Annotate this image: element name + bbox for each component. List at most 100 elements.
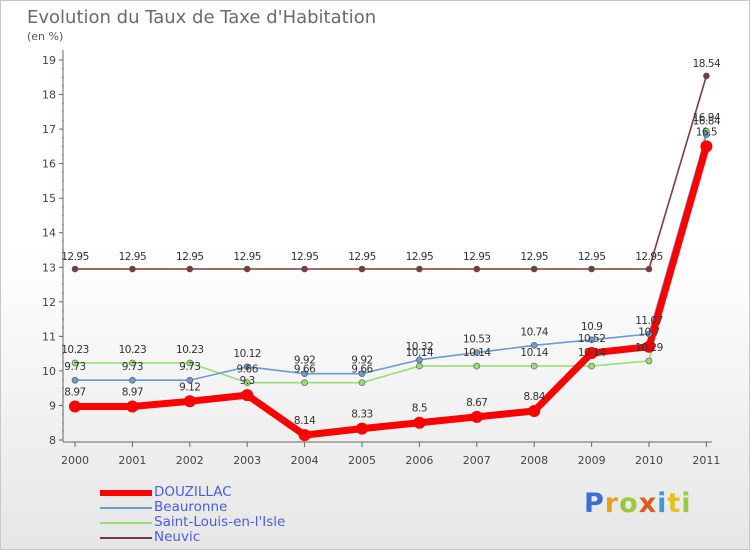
data-label: 9.66 xyxy=(237,364,259,376)
data-point xyxy=(243,363,251,371)
data-label: 12.95 xyxy=(635,251,663,263)
data-label: 10.14 xyxy=(520,347,548,359)
series-line-douzillac xyxy=(71,142,710,439)
data-point xyxy=(129,359,136,367)
data-point xyxy=(643,340,655,353)
data-point xyxy=(358,370,366,377)
y-minor-tick xyxy=(62,188,64,191)
data-point xyxy=(358,265,366,273)
data-point xyxy=(588,362,595,370)
data-label: 10.53 xyxy=(463,334,491,346)
x-tick-label: 2007 xyxy=(463,454,491,467)
legend-swatch-douzillac xyxy=(100,489,152,496)
series-line-beauronne xyxy=(74,133,708,382)
x-tick-label: 2009 xyxy=(578,454,606,467)
legend-swatch-beauronne xyxy=(100,506,152,509)
x-tick-label: 2003 xyxy=(233,454,261,467)
y-tick-label: 18 xyxy=(42,89,56,102)
y-minor-tick xyxy=(62,326,64,329)
legend-item-beauronne: Beauronne xyxy=(100,500,227,515)
data-point xyxy=(528,404,541,417)
data-label: 10.14 xyxy=(463,347,491,359)
y-tick-label: 14 xyxy=(42,227,56,240)
chart-subtitle: (en %) xyxy=(27,30,64,43)
data-label: 8.97 xyxy=(122,386,143,398)
data-point xyxy=(530,342,538,349)
x-tick-label: 2005 xyxy=(348,454,376,467)
y-minor-tick xyxy=(62,171,64,174)
y-tick-label: 9 xyxy=(49,399,56,412)
data-label: 10.14 xyxy=(406,347,434,359)
legend-item-saint-louis: Saint-Louis-en-l'Isle xyxy=(100,515,285,530)
logo-letter: o xyxy=(619,488,639,519)
data-label: 12.95 xyxy=(233,251,261,263)
y-tick-label: 16 xyxy=(42,158,56,171)
data-label: 8.67 xyxy=(466,397,487,409)
data-point xyxy=(186,265,194,273)
data-label: 10.74 xyxy=(520,326,548,338)
x-tick-label: 2008 xyxy=(520,454,548,467)
y-minor-tick xyxy=(62,421,64,424)
logo-letter: t xyxy=(667,488,682,519)
data-label: 9.73 xyxy=(64,361,85,373)
y-tick-label: 8 xyxy=(49,434,56,447)
x-tick-label: 2006 xyxy=(405,454,433,467)
series-line-saint-louis-en-l-isle xyxy=(74,130,708,384)
data-label: 12.95 xyxy=(406,251,434,263)
data-label: 10.23 xyxy=(119,344,147,356)
data-label: 8.33 xyxy=(351,409,372,421)
legend-label-douzillac: DOUZILLAC xyxy=(154,484,232,500)
y-minor-tick xyxy=(62,136,64,139)
y-minor-tick xyxy=(62,240,64,243)
data-point xyxy=(530,265,538,273)
y-minor-tick xyxy=(62,430,64,433)
data-point xyxy=(416,362,423,370)
data-point xyxy=(241,389,254,402)
data-point xyxy=(703,72,710,80)
data-label: 8.97 xyxy=(64,386,85,398)
y-minor-tick xyxy=(62,206,64,208)
data-point xyxy=(243,265,251,273)
data-label: 10.29 xyxy=(635,342,663,354)
x-tick-label: 2010 xyxy=(635,454,663,467)
legend-label-neuvic: Neuvic xyxy=(154,529,201,545)
data-point xyxy=(588,336,595,344)
data-label: 16.84 xyxy=(693,116,721,128)
chart-title: Evolution du Taux de Taxe d'Habitation xyxy=(27,7,377,28)
data-point xyxy=(416,265,423,273)
y-minor-tick xyxy=(62,344,64,346)
y-minor-tick xyxy=(62,378,64,381)
y-tick-label: 11 xyxy=(42,330,56,343)
data-point xyxy=(473,362,481,370)
data-label: 8.5 xyxy=(412,403,427,415)
data-label: 12.95 xyxy=(176,251,204,263)
data-point xyxy=(69,400,81,413)
legend-swatch-saint-louis xyxy=(100,521,152,524)
y-minor-tick xyxy=(62,67,64,70)
y-minor-tick xyxy=(62,309,64,312)
y-tick-label: 17 xyxy=(42,123,56,136)
data-label: 11.07 xyxy=(635,315,663,327)
data-label: 9.73 xyxy=(179,361,200,373)
x-tick-label: 2000 xyxy=(61,454,89,467)
data-point xyxy=(470,410,483,423)
data-point xyxy=(585,346,598,359)
y-minor-tick xyxy=(62,119,64,122)
data-label: 12.95 xyxy=(578,251,606,263)
data-label: 16.94 xyxy=(693,112,721,124)
x-tick-label: 2001 xyxy=(118,454,146,467)
y-minor-tick xyxy=(62,387,64,389)
data-point xyxy=(186,359,194,367)
y-minor-tick xyxy=(62,180,64,182)
data-label: 9.12 xyxy=(179,381,200,393)
data-label: 18.54 xyxy=(693,58,721,70)
data-label: 9.3 xyxy=(240,375,255,387)
logo-letter: P xyxy=(584,488,605,519)
data-point xyxy=(700,140,713,153)
legend-swatch-neuvic xyxy=(100,536,152,539)
data-point xyxy=(413,416,426,429)
y-minor-tick xyxy=(62,76,64,79)
y-tick-label: 15 xyxy=(42,192,56,205)
